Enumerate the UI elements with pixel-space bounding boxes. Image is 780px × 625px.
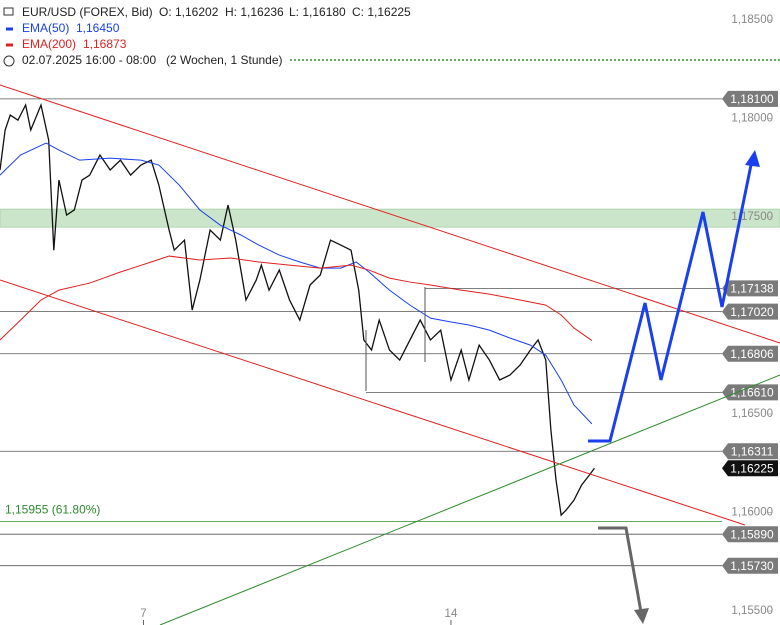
trend-line	[0, 84, 780, 344]
x-tick-label: 7	[140, 608, 146, 620]
price-label: 1,16610	[730, 386, 774, 400]
icon	[3, 7, 14, 16]
price-label: 1,15890	[730, 527, 774, 541]
price-label: 1,16225	[730, 461, 774, 475]
price-label-box	[722, 280, 778, 297]
ema-line	[0, 255, 593, 341]
price-label: 1,16806	[730, 347, 774, 361]
y-tick-label: 1,18500	[731, 14, 773, 26]
trend-line	[159, 374, 780, 625]
price-line	[0, 102, 595, 517]
projection-up	[588, 159, 754, 443]
price-label: 1,16311	[731, 444, 774, 458]
legend-label: EMA(200)	[22, 37, 76, 51]
y-tick-label: 1,16000	[731, 507, 773, 519]
price-label-box	[722, 526, 778, 543]
zone	[0, 208, 780, 228]
legend-value: 1,16873	[83, 37, 127, 51]
ohlc: O: 1,16202	[159, 5, 219, 19]
price-label-box	[722, 443, 778, 460]
ohlc: H: 1,16236	[225, 5, 284, 19]
trend-line	[0, 279, 746, 526]
y-tick-label: 1,16500	[731, 408, 773, 420]
price-label-box	[722, 90, 778, 107]
price-label-box	[722, 557, 778, 574]
ohlc: L: 1,16180	[289, 5, 346, 19]
price-label-box	[722, 345, 778, 362]
price-label-box	[722, 303, 778, 320]
y-tick-label: 1,17500	[731, 211, 773, 223]
arrow-head	[634, 608, 649, 624]
projection-down	[598, 526, 643, 613]
legend-label: EMA(50)	[22, 21, 69, 35]
x-tick-label: 14	[445, 608, 458, 620]
period: 02.07.2025 16:00 - 08:00	[22, 53, 156, 67]
price-label-box	[722, 384, 778, 401]
arrow-head	[745, 150, 760, 167]
range-note: (2 Wochen, 1 Stunde)	[166, 53, 283, 67]
clock-icon	[3, 55, 15, 67]
price-label: 1,18100	[730, 92, 774, 106]
price-label: 1,17138	[730, 282, 774, 296]
price-label: 1,15730	[730, 559, 774, 573]
price-label-box	[722, 460, 778, 477]
legend-value: 1,16450	[76, 21, 120, 35]
ohlc: C: 1,16225	[352, 5, 411, 19]
fib-label: 1,15955 (61.80%)	[5, 503, 100, 517]
y-tick-label: 1,18000	[731, 113, 773, 125]
y-tick-label: 1,15500	[731, 605, 773, 617]
plot-layer: 1,18500 1,18000 1,17500 1,16500 1,16000 1,155…	[0, 14, 780, 625]
price-label: 1,17020	[730, 305, 774, 319]
title: EUR/USD (FOREX, Bid)	[22, 5, 153, 19]
